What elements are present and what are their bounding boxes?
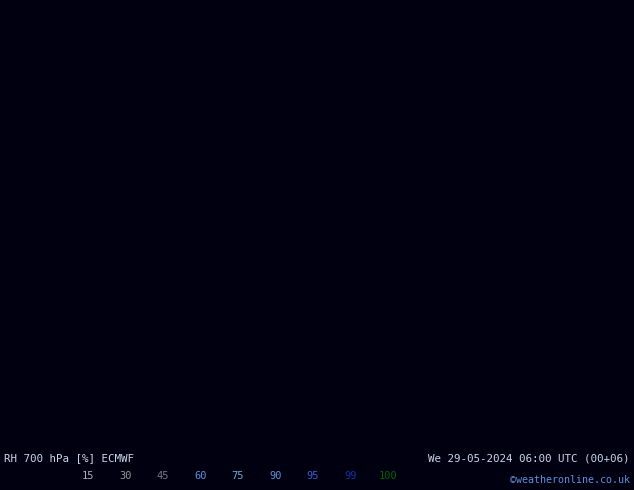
Text: 99: 99 — [344, 471, 357, 481]
Text: 75: 75 — [232, 471, 244, 481]
Text: 30: 30 — [119, 471, 132, 481]
Text: 15: 15 — [82, 471, 94, 481]
Text: ©weatheronline.co.uk: ©weatheronline.co.uk — [510, 475, 630, 485]
Text: 100: 100 — [378, 471, 398, 481]
Text: 95: 95 — [307, 471, 320, 481]
Text: RH 700 hPa [%] ECMWF: RH 700 hPa [%] ECMWF — [4, 453, 134, 464]
Text: 60: 60 — [194, 471, 207, 481]
Text: 45: 45 — [157, 471, 169, 481]
Text: 90: 90 — [269, 471, 281, 481]
Text: We 29-05-2024 06:00 UTC (00+06): We 29-05-2024 06:00 UTC (00+06) — [429, 453, 630, 464]
